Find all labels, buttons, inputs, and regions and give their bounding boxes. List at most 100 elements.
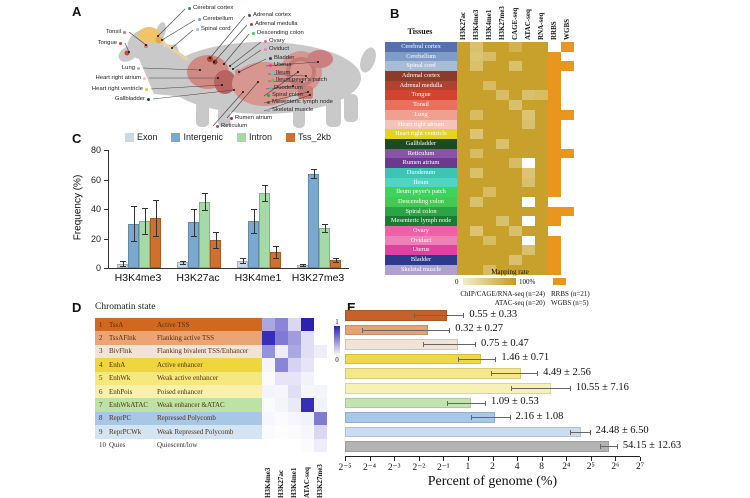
presence-cell (561, 158, 574, 168)
presence-cell (561, 80, 574, 91)
adrenal-medulla-marker-icon (250, 22, 253, 26)
state-row-reprpcwk: 9 ReprPCWk Weak Repressed Polycomb (95, 425, 263, 439)
legend-gradient-bar (463, 278, 516, 285)
leader-dot-heart-right-atrium (217, 77, 219, 79)
heatmap-cell (509, 206, 522, 217)
assay-label-h3k4me1: H3K4me1 (485, 9, 493, 40)
error-cap (130, 206, 137, 208)
leader-dot-rumen-atrium (257, 81, 259, 83)
presence-cell (548, 187, 561, 197)
error-cap (332, 262, 339, 264)
heart-region (214, 70, 236, 94)
state-abbr: TssA (109, 320, 124, 329)
bar-value-label: 4.49 ± 2.56 (543, 366, 591, 378)
heatmap-cell (457, 255, 470, 265)
error-cap (152, 235, 159, 237)
sheep-anatomy-illustration (118, 8, 376, 128)
anatomy-label-spiral-colon: Spiral colon (267, 91, 303, 99)
emission-cell (314, 438, 327, 452)
heatmap-cell (496, 109, 509, 120)
anatomy-label-text: Ileum peyer's patch (276, 77, 327, 83)
presence-cell (561, 187, 574, 197)
legend-atac-label: ATAC-seq (n=20) (494, 299, 545, 307)
state-abbr: ReprPC (109, 414, 132, 423)
tissue-row-label: Oviduct (385, 235, 457, 246)
heatmap-cell (470, 80, 483, 91)
emission-cell (288, 425, 301, 439)
error-whisker-cap (470, 415, 472, 421)
assay-label-h3k4me3: H3K4me3 (472, 9, 480, 40)
state-row-enhpois: 6 EnhPois Poised enhancer (95, 384, 263, 399)
leader-dot-gallbladder (233, 89, 235, 91)
leader-line-uterus (265, 61, 319, 67)
presence-cell (548, 129, 561, 139)
heatmap-cell (470, 90, 483, 101)
error-bar (313, 169, 315, 179)
heatmap-cell (483, 167, 496, 178)
presence-cell (548, 235, 561, 246)
leader-dot-descending-colon (223, 63, 225, 65)
heatmap-cell (535, 51, 548, 62)
state-row-tssa: 1 TssA Active TSS (95, 318, 263, 332)
leader-line-rumen-atrium (226, 81, 259, 119)
legend-chip-label: ChIP/CAGE/RNA-seq (n=24) (460, 290, 545, 298)
heatmap-cell (457, 71, 470, 81)
heatmap-cell (496, 148, 509, 159)
x-tick-label: 2⁻³ (387, 463, 401, 473)
heatmap-cell (483, 109, 496, 120)
state-number: 10 (99, 441, 106, 450)
tissue-row-label: Tonsil (385, 100, 457, 110)
category-label-h3k4me3: H3K4me3 (114, 272, 162, 284)
emission-cell (301, 425, 314, 439)
c-plot-area: 0 20 40 60 80 (91, 145, 349, 273)
x-tick-mark (492, 457, 494, 461)
y-tick-mark (104, 209, 108, 210)
state-row-enhwk: 5 EnhWk Weak active enhancer (95, 371, 263, 385)
error-whisker-cap (569, 386, 571, 391)
presence-cell (561, 51, 574, 62)
heatmap-cell (483, 235, 496, 246)
emission-cell (314, 358, 327, 372)
state-description: Weak Repressed Polycomb (157, 427, 234, 436)
heatmap-cell (496, 129, 509, 139)
emission-cell (262, 331, 275, 345)
tonsil-marker-icon (123, 30, 126, 34)
heatmap-cell (522, 42, 535, 52)
anatomy-label-text: Rumen atrium (235, 115, 272, 121)
presence-cell (561, 216, 574, 227)
heart-right-atrium-marker-icon (143, 76, 146, 80)
heatmap-cell (483, 100, 496, 110)
leader-dot-cerebellum (161, 39, 163, 41)
heatmap-cell (470, 187, 483, 197)
heatmap-cell (535, 216, 548, 227)
tissue-row-label: Mesenteric lymph node (385, 216, 457, 227)
error-whisker (470, 417, 510, 419)
emission-cell (314, 384, 327, 399)
heatmap-cell (470, 235, 483, 246)
oviduct-marker-icon (264, 47, 267, 51)
emission-cell (301, 371, 314, 385)
presence-cell (561, 129, 574, 139)
error-bar (133, 206, 135, 242)
leader-dot-ileum-peyer-s-patch (301, 81, 303, 83)
heatmap-cell (457, 90, 470, 101)
state-description: Active enhancer (157, 360, 203, 369)
x-tick-mark (394, 457, 396, 461)
assay-label-h3k27ac: H3K27ac (459, 12, 467, 40)
error-cap (261, 200, 268, 202)
error-cap (141, 207, 148, 209)
presence-cell (561, 255, 574, 265)
emission-cell (301, 318, 314, 332)
tissue-row-label: Lung (385, 109, 457, 120)
emission-cell (301, 398, 314, 412)
genome-bar-reprpcwk (345, 426, 582, 438)
heatmap-cell (522, 187, 535, 197)
panel-e-label: E (347, 300, 356, 315)
assay-label-h3k27me3: H3K27me3 (498, 6, 506, 40)
emission-cell (314, 411, 327, 426)
anatomy-label-text: Spiral colon (272, 92, 303, 98)
heatmap-cell (457, 119, 470, 130)
state-description: Poised enhancer (157, 387, 203, 396)
heatmap-cell (496, 42, 509, 52)
anatomy-label-cerebellum: Cerebellum (198, 15, 233, 23)
